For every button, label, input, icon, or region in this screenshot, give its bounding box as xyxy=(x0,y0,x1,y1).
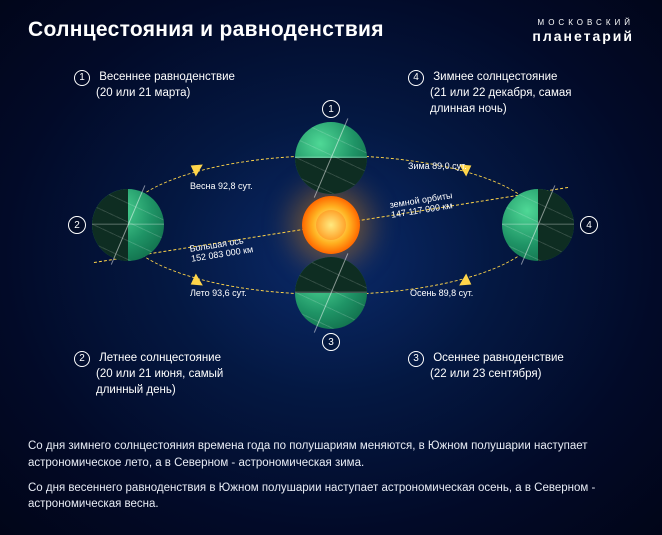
footer-notes: Со дня зимнего солнцестояния времена год… xyxy=(28,438,634,521)
header: Солнцестояния и равноденствия МОСКОВСКИЙ… xyxy=(0,0,662,44)
logo-line2: планетарий xyxy=(532,28,634,45)
spring-duration: Весна 92,8 сут. xyxy=(190,181,253,191)
autumn-duration: Осень 89,8 сут. xyxy=(410,288,473,298)
orbit-diagram: 1 2 3 4 Весна 92,8 сут. xyxy=(0,55,662,395)
caption-4: 4 Зимнее солнцестояние (21 или 22 декабр… xyxy=(408,70,608,117)
earth-2-summer: 2 xyxy=(92,189,164,261)
earth-1-badge: 1 xyxy=(322,100,340,118)
logo: МОСКОВСКИЙ планетарий xyxy=(532,18,634,44)
footer-p1: Со дня зимнего солнцестояния времена год… xyxy=(28,438,634,471)
earth-4-winter: 4 xyxy=(502,189,574,261)
caption-2: 2 Летнее солнцестояние (20 или 21 июня, … xyxy=(74,351,264,398)
caption-3: 3 Осеннее равноденствие (22 или 23 сентя… xyxy=(408,351,598,383)
earth-1-vernal: 1 xyxy=(295,122,367,194)
caption-1: 1 Весеннее равноденствие (20 или 21 март… xyxy=(74,70,244,102)
footer-p2: Со дня весеннего равноденствия в Южном п… xyxy=(28,480,634,513)
summer-duration: Лето 93,6 сут. xyxy=(190,288,247,298)
earth-3-badge: 3 xyxy=(322,333,340,351)
winter-duration: Зима 89,0 сут. xyxy=(408,161,467,171)
page-title: Солнцестояния и равноденствия xyxy=(28,18,384,42)
earth-3-autumn: 3 xyxy=(295,257,367,329)
earth-2-badge: 2 xyxy=(68,216,86,234)
earth-4-badge: 4 xyxy=(580,216,598,234)
sun-icon xyxy=(302,196,360,254)
logo-line1: МОСКОВСКИЙ xyxy=(532,18,634,28)
